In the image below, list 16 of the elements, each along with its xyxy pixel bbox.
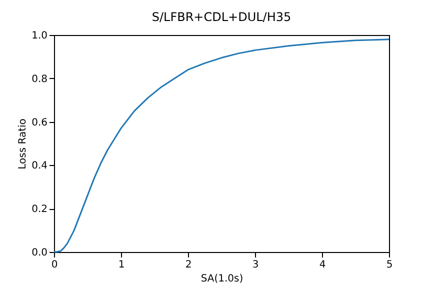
x-tick-label: 3 [252,260,259,270]
y-tick-label: 0.8 [32,74,48,85]
y-tick-label: 1.0 [32,30,48,42]
y-tick-label: 0.6 [32,117,48,128]
x-tick-label: 0 [51,260,58,270]
y-tick-label: 0.4 [32,160,48,172]
x-axis-title: SA(1.0s) [200,274,244,284]
x-tick-label: 5 [386,260,393,270]
y-axis-title: Loss Ratio [18,118,29,170]
line-series [53,38,390,253]
x-tick-label: 4 [319,260,326,270]
x-tick-label: 2 [185,260,192,270]
y-tick-label: 0.2 [32,204,48,216]
y-tick-label: 0.0 [32,248,48,258]
x-tick-label: 1 [118,260,125,270]
chart-title: S/LFBR+CDL+DUL/H35 [152,10,292,24]
